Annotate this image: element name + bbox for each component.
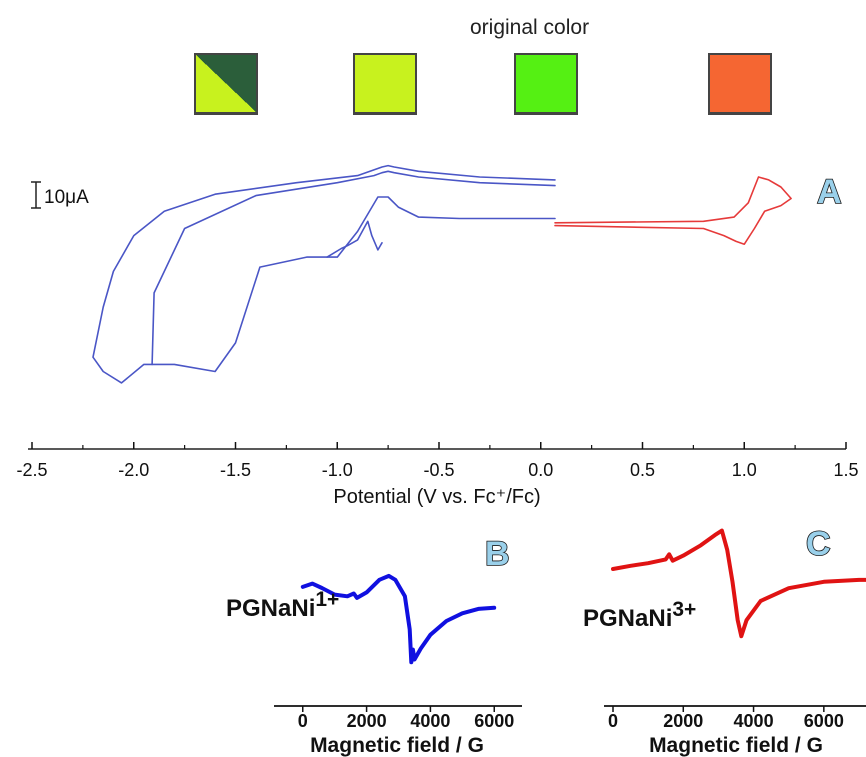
epr-plot-panel-b: 0 2000 4000 6000 Magnetic field / G PGNaNi1… bbox=[226, 534, 522, 757]
color-swatch bbox=[353, 53, 417, 115]
swatch-title: original color bbox=[470, 16, 590, 39]
x-tick-label: 2000 bbox=[347, 711, 387, 731]
x-tick-label: -0.5 bbox=[423, 460, 454, 480]
x-axis-ticks: 0 2000 4000 6000 bbox=[608, 706, 844, 731]
color-swatch-split bbox=[194, 53, 258, 115]
data-series-line bbox=[611, 528, 866, 639]
cv-series bbox=[92, 164, 792, 384]
species-label: PGNaNi1+ bbox=[226, 588, 339, 622]
color-swatch bbox=[708, 53, 772, 115]
x-axis-ticks: -2.5 -2.0 -1.5 -1.0 -0.5 0.0 0.5 1.0 1.5 bbox=[16, 442, 859, 480]
x-tick-label: -1.0 bbox=[322, 460, 353, 480]
species-label: PGNaNi3+ bbox=[583, 598, 696, 632]
data-series-line bbox=[151, 170, 556, 366]
scale-bar-label: 10μA bbox=[44, 187, 89, 208]
epr-series bbox=[611, 528, 866, 639]
cv-plot-panel-a: -2.5 -2.0 -1.5 -1.0 -0.5 0.0 0.5 1.0 1.5 Potenti… bbox=[16, 164, 859, 508]
data-series-line bbox=[554, 176, 792, 245]
x-tick-label: 0 bbox=[608, 711, 618, 731]
x-tick-label: 0.0 bbox=[528, 460, 553, 480]
x-tick-label: 0 bbox=[298, 711, 308, 731]
data-series-line bbox=[300, 573, 497, 665]
epr-plot-panel-c: 0 2000 4000 6000 Magnetic field / G PGNaNi3… bbox=[583, 524, 866, 757]
x-axis-ticks: 0 2000 4000 6000 bbox=[298, 706, 514, 731]
x-tick-label: 2000 bbox=[663, 711, 703, 731]
data-series-line bbox=[326, 220, 383, 258]
x-tick-label: -1.5 bbox=[220, 460, 251, 480]
x-axis-label: Potential (V vs. Fc⁺/Fc) bbox=[333, 486, 540, 508]
x-tick-label: 4000 bbox=[410, 711, 450, 731]
x-tick-label: 4000 bbox=[734, 711, 774, 731]
current-scale-bar: 10μA bbox=[31, 181, 89, 209]
data-series-line bbox=[92, 164, 556, 384]
panel-letter-c: C bbox=[806, 525, 831, 563]
x-tick-label: 6000 bbox=[474, 711, 514, 731]
x-tick-label: 0.5 bbox=[630, 460, 655, 480]
epr-series bbox=[300, 573, 497, 665]
x-tick-label: 6000 bbox=[804, 711, 844, 731]
color-swatch bbox=[514, 53, 578, 115]
x-tick-label: -2.0 bbox=[118, 460, 149, 480]
panel-letter-a: A bbox=[817, 173, 842, 211]
panel-letter-b: B bbox=[485, 535, 510, 573]
x-axis-label: Magnetic field / G bbox=[649, 734, 823, 757]
x-tick-label: 1.0 bbox=[732, 460, 757, 480]
x-tick-label: 1.5 bbox=[833, 460, 858, 480]
x-axis-label: Magnetic field / G bbox=[310, 734, 484, 757]
x-tick-label: -2.5 bbox=[16, 460, 47, 480]
